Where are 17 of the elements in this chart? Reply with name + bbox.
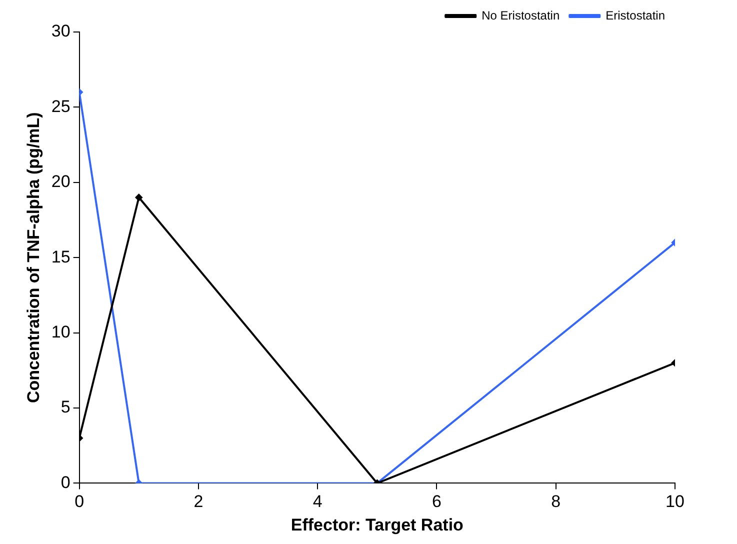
y-axis-title: Concentration of TNF-alpha (pg/mL)	[24, 112, 43, 404]
x-tick-label: 6	[432, 492, 442, 512]
y-tick-label: 25	[51, 96, 70, 116]
x-tick-label: 0	[74, 492, 84, 512]
x-axis-title: Effector: Target Ratio	[290, 515, 464, 534]
legend-label: No Eristostatin	[482, 8, 560, 22]
x-tick-label: 2	[194, 492, 204, 512]
x-tick-label: 8	[551, 492, 561, 512]
y-tick-label: 30	[51, 22, 70, 41]
y-tick-label: 10	[51, 322, 70, 342]
x-tick-label: 4	[312, 492, 322, 512]
legend-label: Eristostatin	[606, 8, 666, 22]
y-tick-label: 5	[60, 398, 70, 417]
x-tick-label: 10	[666, 492, 684, 512]
y-tick-label: 15	[51, 247, 70, 266]
y-tick-label: 0	[60, 472, 70, 492]
y-tick-label: 20	[51, 172, 70, 192]
